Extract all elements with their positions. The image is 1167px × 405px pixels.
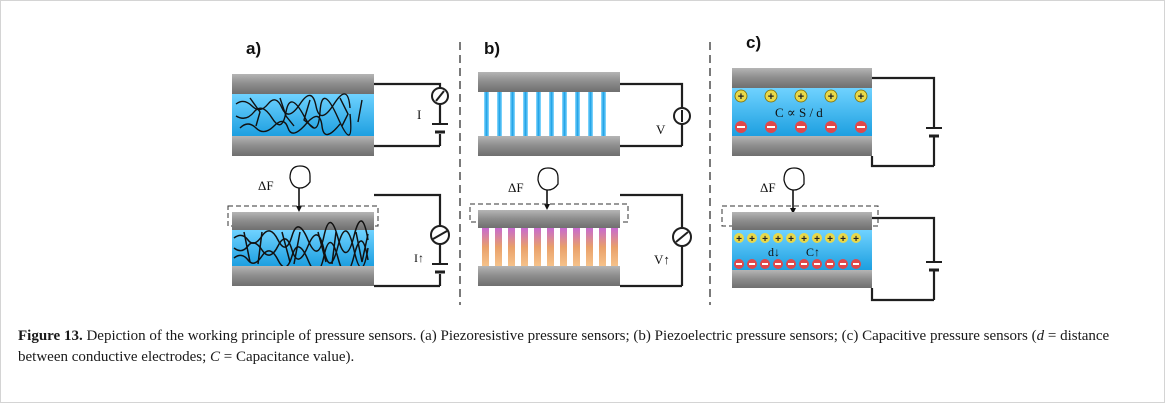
battery-icon [926, 262, 942, 270]
circuit-wire [620, 84, 682, 146]
circuit-wire [374, 195, 440, 286]
circuit-wire [872, 78, 934, 166]
svg-text:+: + [738, 91, 744, 103]
force-label: ΔF [258, 178, 274, 193]
svg-text:+: + [801, 234, 807, 245]
bottom-electrode [232, 136, 374, 156]
svg-text:+: + [840, 234, 846, 245]
top-electrode [232, 74, 374, 94]
pillar-array [484, 92, 606, 136]
ammeter-icon [431, 226, 449, 244]
svg-text:+: + [736, 234, 742, 245]
circuit-wire [374, 84, 440, 146]
deformed-pillar-array [482, 228, 618, 266]
panel-label: a) [246, 39, 261, 58]
svg-text:+: + [853, 234, 859, 245]
caption-text: Depiction of the working principle of pr… [83, 328, 1037, 344]
caption-label: Figure 13. [18, 328, 83, 344]
bottom-electrode [732, 270, 872, 288]
panel-label: c) [746, 33, 761, 52]
capacitance-formula: C ∝ S / d [775, 105, 823, 120]
ammeter-icon [432, 88, 448, 104]
bottom-electrode [478, 136, 620, 156]
panel-b: b) V ΔF [470, 39, 691, 286]
svg-text:+: + [749, 234, 755, 245]
panel-a: a) I [228, 39, 449, 286]
svg-text:+: + [814, 234, 820, 245]
svg-text:+: + [788, 234, 794, 245]
bottom-electrode [478, 266, 620, 286]
battery-icon [432, 264, 448, 272]
top-electrode [478, 72, 620, 92]
svg-text:+: + [827, 234, 833, 245]
battery-icon [432, 124, 448, 132]
top-electrode [478, 210, 620, 228]
bottom-electrode [232, 266, 374, 286]
voltage-increase-label: V↑ [654, 252, 670, 267]
svg-text:+: + [828, 91, 834, 103]
svg-text:+: + [762, 234, 768, 245]
panel-c: c) + + + + + C ∝ S / d [722, 33, 942, 300]
svg-text:+: + [798, 91, 804, 103]
top-electrode [732, 212, 872, 230]
svg-text:+: + [775, 234, 781, 245]
capacitance-increase-label: C↑ [806, 245, 820, 259]
figure-13-diagram: a) I [0, 0, 1167, 320]
finger-press-icon [290, 166, 310, 212]
circuit-wire [872, 218, 934, 300]
battery-icon [926, 128, 942, 136]
figure-caption: Figure 13. Depiction of the working prin… [18, 326, 1138, 368]
top-electrode [232, 212, 374, 230]
top-electrode [732, 68, 872, 88]
voltage-label: V [656, 122, 666, 137]
bottom-electrode [732, 136, 872, 156]
current-increase-label: I↑ [414, 251, 424, 265]
current-label: I [417, 107, 421, 122]
voltmeter-icon [674, 108, 690, 124]
force-label: ΔF [508, 180, 524, 195]
svg-text:+: + [768, 91, 774, 103]
caption-text: = Capacitance value). [220, 349, 354, 365]
caption-symbol-c: C [210, 349, 220, 365]
svg-text:+: + [858, 91, 864, 103]
force-label: ΔF [760, 180, 776, 195]
distance-decrease-label: d↓ [768, 245, 780, 259]
finger-press-icon [784, 168, 804, 214]
voltmeter-icon [673, 228, 691, 246]
caption-symbol-d: d [1037, 328, 1045, 344]
panel-label: b) [484, 39, 500, 58]
